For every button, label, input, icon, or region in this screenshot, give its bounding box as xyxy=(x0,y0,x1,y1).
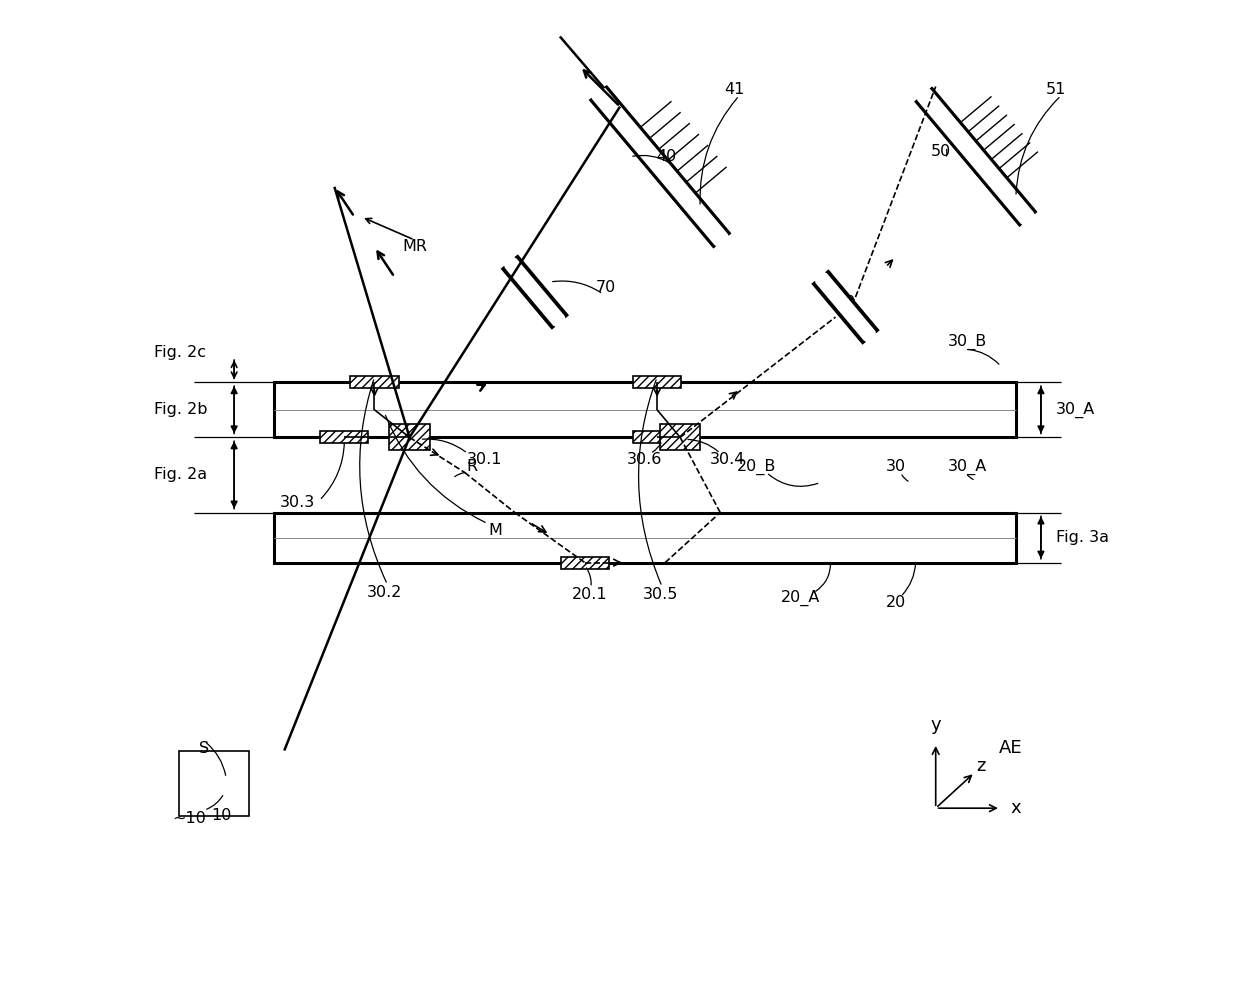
Text: 41: 41 xyxy=(724,82,744,97)
Text: 30_B: 30_B xyxy=(949,334,987,351)
Text: 30_A: 30_A xyxy=(949,458,987,474)
Text: S: S xyxy=(198,741,210,756)
Polygon shape xyxy=(815,272,877,342)
Text: 20.1: 20.1 xyxy=(572,587,608,602)
Text: 40: 40 xyxy=(656,149,676,164)
Polygon shape xyxy=(274,382,1016,437)
Text: z: z xyxy=(977,757,986,775)
Polygon shape xyxy=(320,431,368,443)
Text: x: x xyxy=(1011,799,1022,817)
Text: Fig. 2b: Fig. 2b xyxy=(154,402,207,417)
Polygon shape xyxy=(634,376,681,388)
Polygon shape xyxy=(351,376,398,388)
Polygon shape xyxy=(634,431,681,443)
Text: AE: AE xyxy=(999,739,1023,757)
Text: 30.3: 30.3 xyxy=(280,495,315,510)
Polygon shape xyxy=(274,513,1016,563)
Polygon shape xyxy=(591,87,729,246)
Text: 30.4: 30.4 xyxy=(709,452,745,467)
Text: 30.6: 30.6 xyxy=(626,452,662,467)
Polygon shape xyxy=(389,424,429,450)
Text: M: M xyxy=(489,523,502,538)
Text: Fig. 2c: Fig. 2c xyxy=(154,345,206,360)
Text: 10: 10 xyxy=(211,808,232,823)
Text: y: y xyxy=(930,716,941,734)
Text: 30: 30 xyxy=(885,459,905,474)
Polygon shape xyxy=(916,88,1035,224)
Text: MR: MR xyxy=(402,239,427,254)
Text: ~10: ~10 xyxy=(172,811,206,826)
Polygon shape xyxy=(660,424,701,450)
Text: 51: 51 xyxy=(1045,82,1066,97)
Polygon shape xyxy=(503,257,565,327)
Text: 30.1: 30.1 xyxy=(467,452,502,467)
Text: 80: 80 xyxy=(836,294,857,310)
Text: R: R xyxy=(466,459,477,474)
Text: 30_A: 30_A xyxy=(1056,402,1095,418)
Text: 30.5: 30.5 xyxy=(642,587,678,602)
Text: 30.2: 30.2 xyxy=(367,585,402,600)
Text: 20_A: 20_A xyxy=(781,590,820,606)
Polygon shape xyxy=(560,557,609,569)
Text: 20: 20 xyxy=(885,595,905,610)
Text: 50: 50 xyxy=(930,145,951,159)
Text: 70: 70 xyxy=(596,279,616,294)
Text: Fig. 3a: Fig. 3a xyxy=(1056,530,1109,545)
Text: Fig. 2a: Fig. 2a xyxy=(154,467,207,482)
Text: 20_B: 20_B xyxy=(737,458,776,474)
Polygon shape xyxy=(179,751,249,816)
